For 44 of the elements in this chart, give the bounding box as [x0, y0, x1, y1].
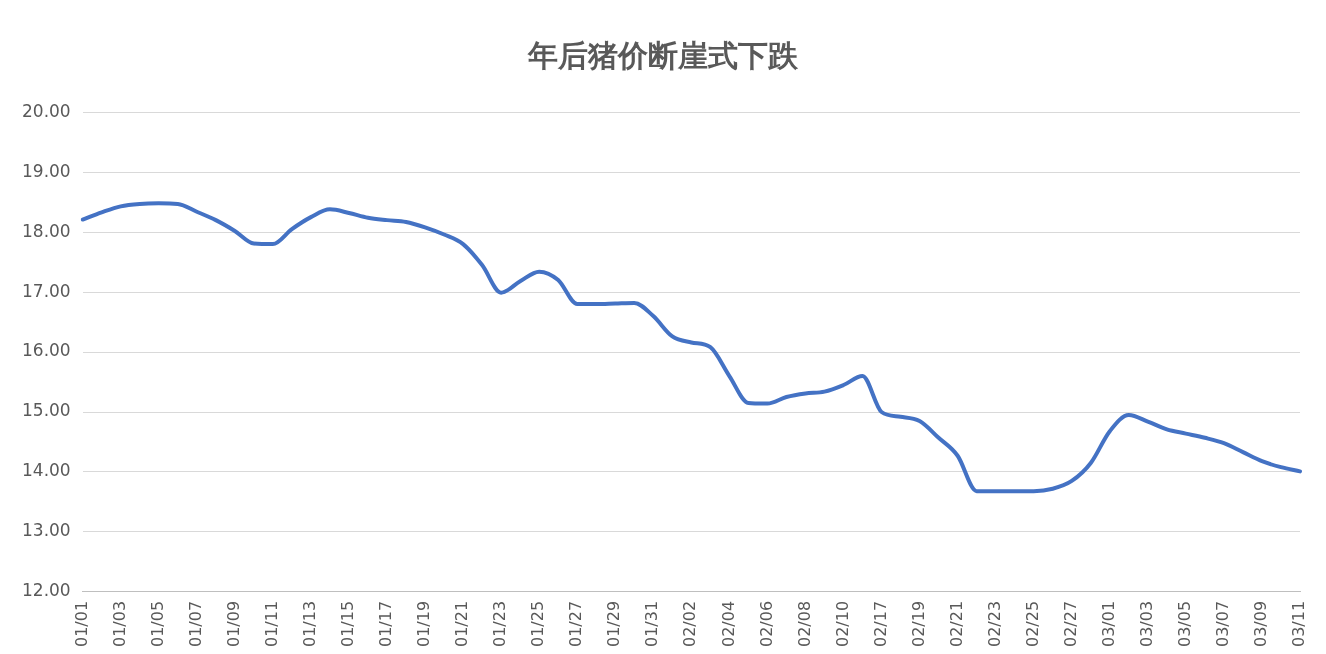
x-tick-label: 01/27 [566, 600, 586, 647]
x-tick-label: 02/25 [1022, 600, 1042, 647]
x-tick-label: 03/09 [1251, 600, 1271, 647]
x-tick-label: 01/13 [300, 600, 320, 647]
y-tick-label: 17.00 [22, 280, 71, 301]
x-tick-label: 02/27 [1060, 600, 1080, 647]
x-tick-label: 01/07 [185, 600, 205, 647]
x-tick-label: 01/23 [490, 600, 510, 647]
x-tick-label: 01/17 [376, 600, 396, 647]
y-tick-label: 20.00 [22, 100, 71, 121]
x-tick-label: 02/08 [794, 600, 814, 647]
x-tick-label: 03/01 [1098, 600, 1118, 647]
x-tick-label: 01/25 [528, 600, 548, 647]
x-tick-label: 02/04 [718, 600, 738, 647]
x-tick-label: 01/09 [223, 600, 243, 647]
y-tick-label: 12.00 [22, 580, 71, 601]
x-tick-label: 01/11 [262, 600, 282, 647]
x-tick-label: 03/03 [1136, 600, 1156, 647]
x-tick-label: 03/05 [1175, 600, 1195, 647]
x-tick-label: 03/11 [1289, 600, 1309, 647]
y-tick-label: 19.00 [22, 160, 71, 181]
x-tick-label: 02/02 [680, 600, 700, 647]
y-tick-label: 18.00 [22, 220, 71, 241]
x-tick-label: 02/19 [908, 600, 928, 647]
x-tick-label: 01/19 [414, 600, 434, 647]
y-tick-label: 13.00 [22, 520, 71, 541]
x-tick-label: 01/03 [109, 600, 129, 647]
x-tick-label: 01/01 [71, 600, 91, 647]
y-tick-label: 14.00 [22, 460, 71, 481]
x-tick-label: 03/07 [1213, 600, 1233, 647]
x-tick-label: 02/06 [756, 600, 776, 647]
x-tick-label: 01/21 [452, 600, 472, 647]
x-tick-label: 01/05 [147, 600, 167, 647]
y-tick-label: 16.00 [22, 340, 71, 361]
x-tick-label: 02/21 [946, 600, 966, 647]
x-tick-label: 02/17 [870, 600, 890, 647]
chart-title: 年后猪价断崖式下跌 [526, 37, 799, 75]
x-tick-label: 02/23 [984, 600, 1004, 647]
line-series [80, 201, 1302, 494]
x-tick-label: 01/31 [642, 600, 662, 647]
y-tick-label: 15.00 [22, 400, 71, 421]
x-tick-label: 02/10 [832, 600, 852, 647]
x-tick-label: 01/29 [604, 600, 624, 647]
x-tick-label: 01/15 [338, 600, 358, 647]
